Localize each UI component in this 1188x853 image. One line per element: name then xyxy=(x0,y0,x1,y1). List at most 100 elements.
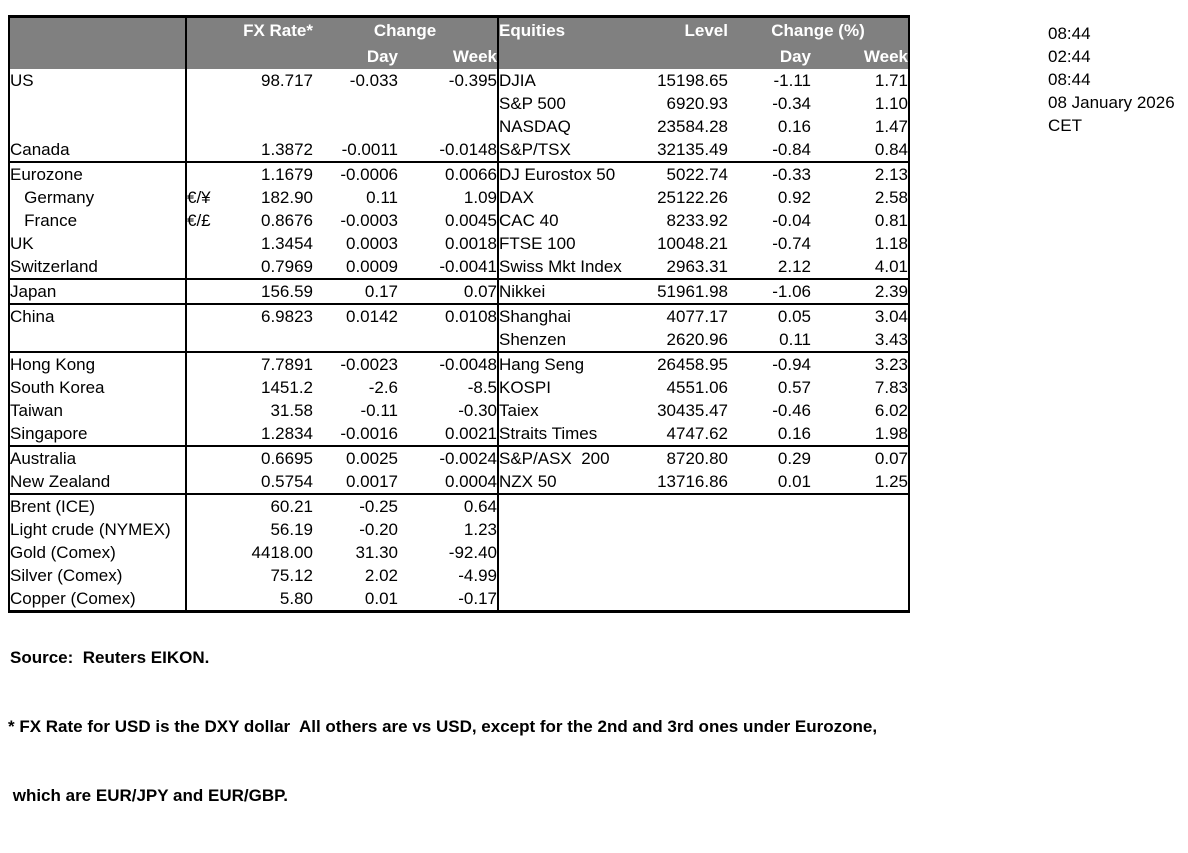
report-page: FX Rate* Change Equities Level Change (%… xyxy=(8,15,1175,805)
equity-day-change-cell xyxy=(728,541,811,564)
fx-week-change-cell: 0.0004 xyxy=(445,472,497,491)
fx-rate-cell: 1.2834 xyxy=(261,424,313,443)
fx-week-change-cell: -8.5 xyxy=(467,378,497,397)
currency-pair-cell xyxy=(185,541,216,564)
fx-week-change-cell xyxy=(398,115,498,138)
equity-week-change-cell: 7.83 xyxy=(874,378,908,397)
equity-label-cell: Taiex xyxy=(497,399,641,422)
currency-pair-cell xyxy=(185,399,216,422)
fx-week-change-cell: -4.99 xyxy=(458,566,497,585)
fx-rate-cell: 156.59 xyxy=(261,282,313,301)
table-row: Shenzen 2620.96 0.11 3.43 xyxy=(9,328,909,352)
fx-rate-cell: 7.7891 xyxy=(261,355,313,374)
equity-label-cell: Hang Seng xyxy=(497,352,641,376)
fx-day-change-cell: -0.0003 xyxy=(340,211,398,230)
fx-label-cell xyxy=(9,92,186,115)
fx-rate-header: FX Rate* xyxy=(216,16,313,44)
fx-rate-cell: 98.717 xyxy=(261,71,313,90)
equity-level-cell: 2963.31 xyxy=(666,257,728,276)
fx-rate-cell: 60.21 xyxy=(270,497,313,516)
currency-pair-cell xyxy=(185,92,216,115)
currency-pair-cell xyxy=(185,232,216,255)
fx-day-change-cell xyxy=(313,115,398,138)
fx-subheader-currency-blank-cell xyxy=(185,44,216,69)
equity-level-cell: 4551.06 xyxy=(666,378,728,397)
timestamp-line: 08:44 xyxy=(1048,70,1091,89)
table-row: France €/£ 0.8676 -0.0003 0.0045 CAC 40 … xyxy=(9,209,909,232)
fx-label-cell: Singapore xyxy=(10,424,88,443)
fx-week-change-cell: -92.40 xyxy=(448,543,497,562)
equity-day-change-cell: 0.16 xyxy=(777,424,811,443)
equity-level-cell: 26458.95 xyxy=(657,355,728,374)
currency-pair-cell: €/£ xyxy=(185,209,216,232)
equity-level-cell: 25122.26 xyxy=(657,188,728,207)
equity-label-cell: S&P 500 xyxy=(497,92,641,115)
equity-level-cell xyxy=(641,541,728,564)
currency-pair-cell xyxy=(185,162,216,186)
equity-level-cell: 2620.96 xyxy=(666,330,728,349)
table-group: Brent (ICE) 60.21 -0.25 0.64 Light crude… xyxy=(9,494,909,612)
equity-day-change-cell: 0.11 xyxy=(779,330,811,349)
equity-level-cell: 10048.21 xyxy=(657,234,728,253)
currency-pair-cell xyxy=(185,138,216,162)
table-row: US 98.717 -0.033 -0.395 DJIA 15198.65 -1… xyxy=(9,69,909,92)
fx-label-cell: Switzerland xyxy=(10,257,98,276)
fx-rate-cell: 0.7969 xyxy=(261,257,313,276)
equities-week-header: Week xyxy=(811,44,909,69)
fx-week-change-cell xyxy=(398,328,498,352)
fx-rate-cell: 56.19 xyxy=(270,520,313,539)
equity-day-change-cell: 0.01 xyxy=(777,472,811,491)
equity-level-cell: 13716.86 xyxy=(657,472,728,491)
currency-pair-cell xyxy=(185,279,216,304)
equity-label-cell: S&P/TSX xyxy=(497,138,641,162)
fx-rate-cell xyxy=(216,92,313,115)
fx-rate-cell: 6.9823 xyxy=(261,307,313,326)
equity-label-cell: NASDAQ xyxy=(497,115,641,138)
table-row: Singapore 1.2834 -0.0016 0.0021 Straits … xyxy=(9,422,909,446)
table-group: Hong Kong 7.7891 -0.0023 -0.0048 Hang Se… xyxy=(9,352,909,446)
timestamp-line: CET xyxy=(1048,116,1082,135)
equity-label-cell: Shanghai xyxy=(497,304,641,328)
currency-pair-cell xyxy=(185,115,216,138)
equity-level-cell xyxy=(641,564,728,587)
timestamp-line: 02:44 xyxy=(1048,47,1091,66)
fx-rate-cell xyxy=(216,328,313,352)
equity-label-cell xyxy=(497,518,641,541)
equity-day-change-cell: 0.16 xyxy=(777,117,811,136)
fx-subheader-rate-blank-cell xyxy=(216,44,313,69)
currency-pair-cell xyxy=(185,518,216,541)
equity-week-change-cell: 2.58 xyxy=(874,188,908,207)
source-note: Source: Reuters EIKON. xyxy=(10,648,210,667)
timestamp-panel: 08:44 02:44 08:44 08 January 2026 CET xyxy=(1048,22,1175,137)
currency-pair-cell: €/¥ xyxy=(185,186,216,209)
equity-label-cell: FTSE 100 xyxy=(497,232,641,255)
equity-label-cell: CAC 40 xyxy=(497,209,641,232)
table-row: UK 1.3454 0.0003 0.0018 FTSE 100 10048.2… xyxy=(9,232,909,255)
fx-label-cell: Light crude (NYMEX) xyxy=(10,520,171,539)
fx-label-cell: Canada xyxy=(10,140,70,159)
equity-day-change-cell xyxy=(728,518,811,541)
equity-week-change-cell: 1.47 xyxy=(874,117,908,136)
equity-week-change-cell: 1.25 xyxy=(874,472,908,491)
equity-week-change-cell xyxy=(811,541,909,564)
fx-label-cell: Germany xyxy=(10,188,95,207)
equity-day-change-cell: -0.84 xyxy=(772,140,811,159)
equity-week-change-cell: 6.02 xyxy=(874,401,908,420)
fx-day-change-cell: 0.17 xyxy=(364,282,398,301)
equity-day-change-cell: -0.34 xyxy=(772,94,811,113)
fx-label-cell: China xyxy=(10,307,55,326)
fx-day-header: Day xyxy=(313,44,398,69)
equity-week-change-cell: 3.23 xyxy=(874,355,908,374)
fx-day-change-cell: -0.033 xyxy=(349,71,398,90)
table-row: South Korea 1451.2 -2.6 -8.5 KOSPI 4551.… xyxy=(9,376,909,399)
equity-day-change-cell xyxy=(728,564,811,587)
equity-day-change-cell: -0.04 xyxy=(772,211,811,230)
equity-label-cell: NZX 50 xyxy=(497,470,641,494)
equity-day-change-cell: -1.06 xyxy=(772,282,811,301)
fx-rate-cell: 75.12 xyxy=(270,566,313,585)
table-group: Australia 0.6695 0.0025 -0.0024 S&P/ASX … xyxy=(9,446,909,494)
fx-rate-cell: 1.3872 xyxy=(261,140,313,159)
fx-day-change-cell: 0.11 xyxy=(366,188,398,207)
equity-day-change-cell: -1.11 xyxy=(773,71,812,90)
fx-day-change-cell: -0.11 xyxy=(360,401,399,420)
